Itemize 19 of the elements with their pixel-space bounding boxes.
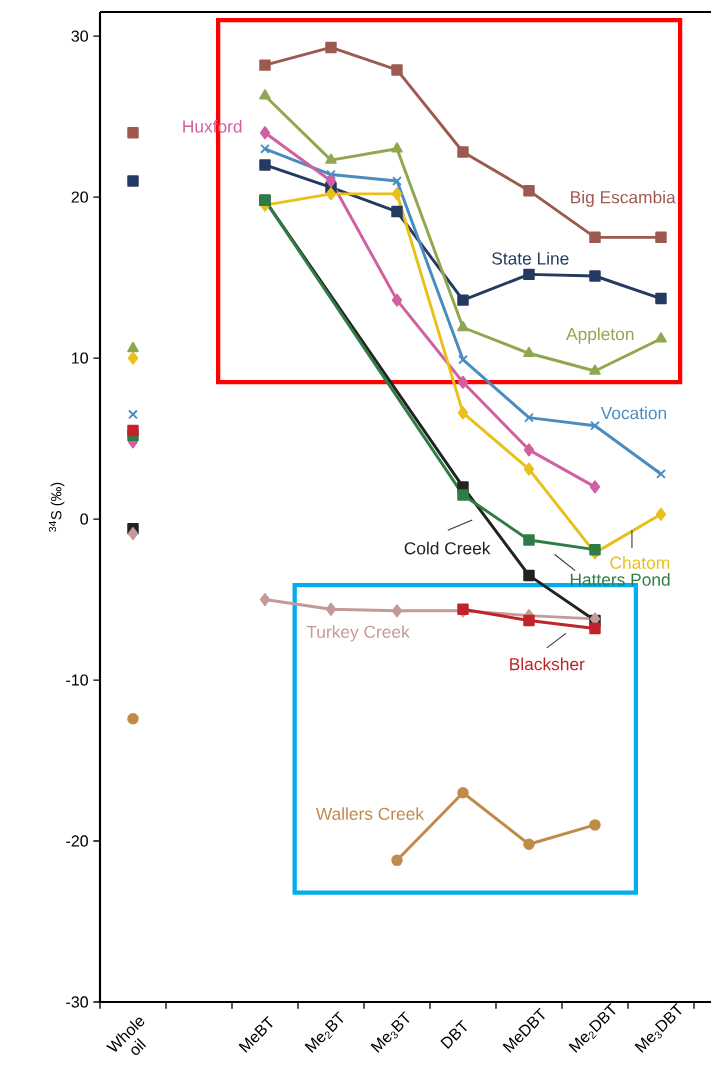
y-axis-title: $^{34}$S (‰) — [48, 482, 65, 532]
series-label: Appleton — [566, 327, 634, 344]
series-label: State Line — [492, 251, 569, 265]
y-tick-label: 10 — [72, 352, 88, 364]
y-tick-label: 0 — [80, 513, 88, 525]
series-label: Vocation — [600, 406, 667, 420]
x-tick-label: Me$_{2}$BT — [304, 1011, 344, 1053]
y-tick-label: -20 — [66, 835, 88, 847]
series-label: Turkey Creek — [306, 625, 410, 642]
series-label: Wallers Creek — [315, 807, 425, 821]
series-label: Big Escambia — [571, 190, 676, 207]
y-tick-label: 30 — [71, 30, 88, 42]
series-label: Chatom — [610, 556, 670, 569]
series-label: Blacksher — [510, 657, 585, 671]
y-tick-label: -10 — [66, 674, 88, 686]
y-tick-label: -30 — [66, 996, 88, 1008]
y-tick-label: 20 — [71, 191, 88, 203]
x-tick-label: Me$_{3}$BT — [370, 1011, 410, 1053]
series-label: Cold Creek — [404, 541, 491, 555]
